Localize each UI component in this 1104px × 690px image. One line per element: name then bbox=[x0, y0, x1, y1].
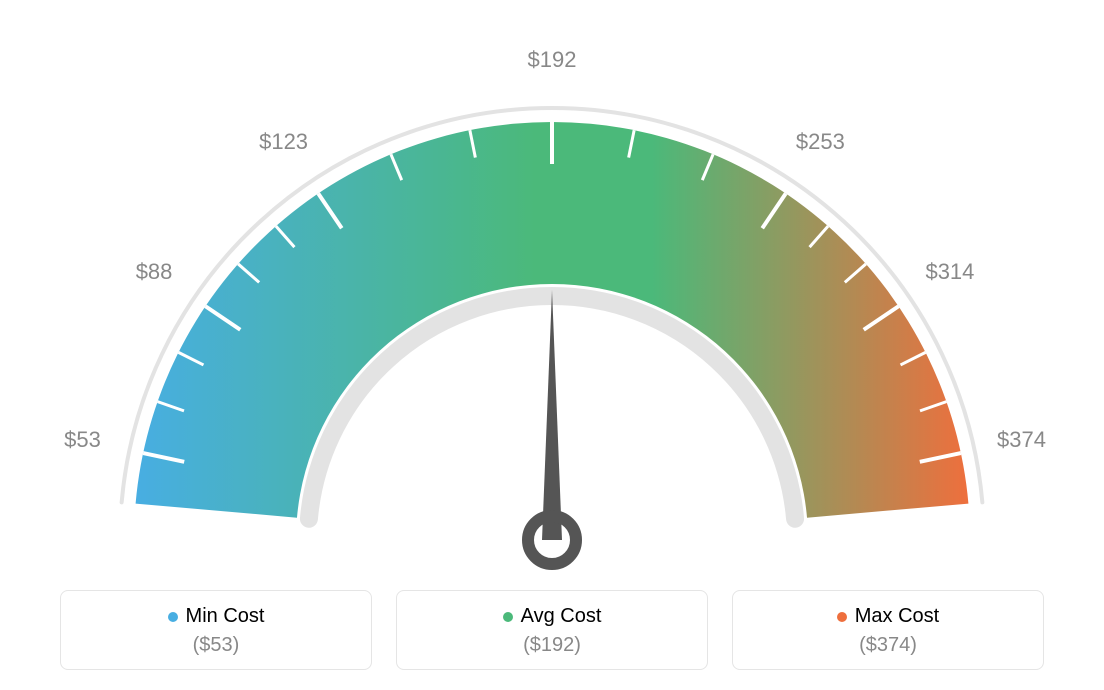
cost-gauge-container: $53 $88 $123 $192 $253 $314 $374 Min Cost ($53… bbox=[0, 0, 1104, 690]
legend-title-min: Min Cost bbox=[168, 605, 265, 628]
legend-row: Min Cost ($53) Avg Cost ($192) Max Cost … bbox=[60, 590, 1044, 670]
gauge-tick-label: $192 bbox=[528, 47, 577, 73]
legend-dot-avg bbox=[503, 612, 513, 622]
legend-dot-max bbox=[837, 612, 847, 622]
legend-title-max-text: Max Cost bbox=[855, 605, 939, 628]
gauge-tick-label: $314 bbox=[925, 259, 974, 285]
legend-title-avg: Avg Cost bbox=[503, 605, 602, 628]
gauge-svg bbox=[0, 0, 1104, 570]
gauge-tick-label: $88 bbox=[136, 259, 173, 285]
gauge-chart: $53 $88 $123 $192 $253 $314 $374 bbox=[0, 0, 1104, 570]
legend-title-max: Max Cost bbox=[837, 605, 939, 628]
legend-value-min: ($53) bbox=[71, 634, 361, 657]
gauge-tick-label: $374 bbox=[997, 427, 1046, 453]
legend-title-min-text: Min Cost bbox=[186, 605, 265, 628]
legend-dot-min bbox=[168, 612, 178, 622]
gauge-tick-label: $123 bbox=[259, 129, 308, 155]
legend-card-avg: Avg Cost ($192) bbox=[396, 590, 708, 670]
legend-title-avg-text: Avg Cost bbox=[521, 605, 602, 628]
legend-value-max: ($374) bbox=[743, 634, 1033, 657]
legend-value-avg: ($192) bbox=[407, 634, 697, 657]
gauge-tick-label: $253 bbox=[796, 129, 845, 155]
legend-card-min: Min Cost ($53) bbox=[60, 590, 372, 670]
legend-card-max: Max Cost ($374) bbox=[732, 590, 1044, 670]
gauge-tick-label: $53 bbox=[64, 427, 101, 453]
